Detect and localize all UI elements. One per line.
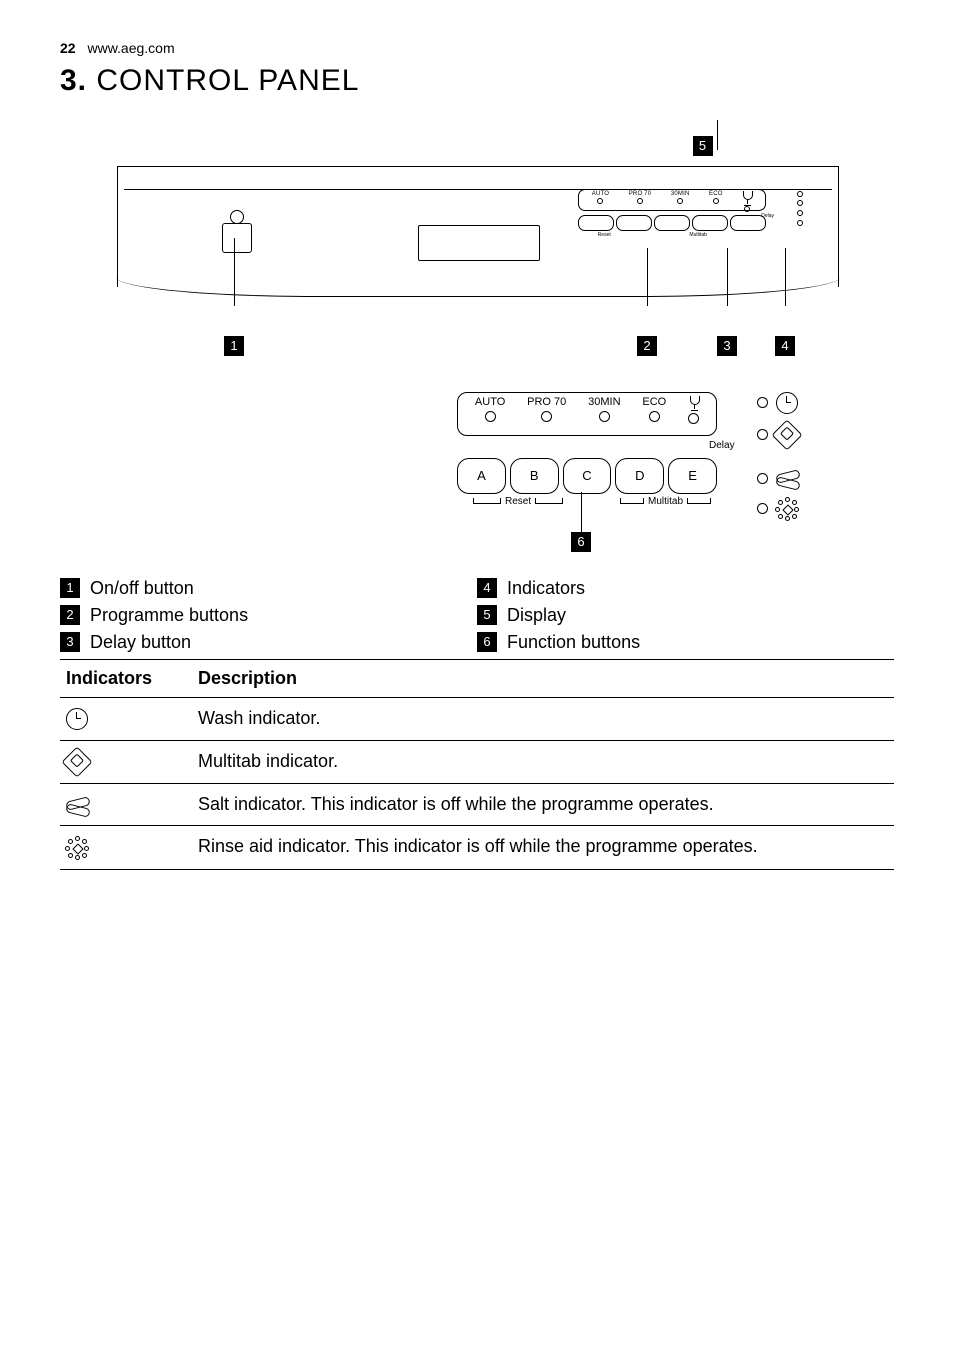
th-description: Description bbox=[192, 659, 894, 697]
site-url: www.aeg.com bbox=[87, 40, 174, 56]
callout-3: 3 bbox=[717, 336, 737, 356]
clock-icon bbox=[776, 392, 798, 414]
callout-1: 1 bbox=[224, 336, 244, 356]
row-salt: Salt indicator. This indicator is off wh… bbox=[192, 784, 894, 826]
multitab-label: Multitab bbox=[648, 496, 683, 507]
section-name: CONTROL PANEL bbox=[96, 64, 359, 97]
prog-auto: AUTO bbox=[475, 396, 505, 408]
legend-5: Display bbox=[507, 605, 566, 626]
rinse-icon bbox=[776, 498, 798, 520]
prog-30min: 30MIN bbox=[588, 396, 620, 408]
function-buttons-row: A B C D E bbox=[457, 458, 717, 494]
fn-a: A bbox=[457, 458, 506, 494]
delay-label-small: Delay bbox=[761, 213, 774, 219]
delay-label: Delay bbox=[709, 440, 735, 451]
reset-label: Reset bbox=[505, 496, 531, 507]
manual-page: 22 www.aeg.com 3. CONTROL PANEL 5 AUTO P… bbox=[0, 0, 954, 1352]
fn-d: D bbox=[615, 458, 664, 494]
indicator-column bbox=[757, 392, 837, 520]
glass-icon bbox=[689, 396, 699, 410]
section-number: 3. bbox=[60, 64, 87, 97]
legend-6: Function buttons bbox=[507, 632, 640, 653]
th-indicators: Indicators bbox=[60, 659, 192, 697]
callout-5: 5 bbox=[693, 136, 713, 156]
page-number: 22 bbox=[60, 40, 76, 56]
programme-strip-small: AUTO PRO 70 30MIN ECO ResetMultitab Dela… bbox=[578, 189, 766, 249]
fn-e: E bbox=[668, 458, 717, 494]
prog-eco: ECO bbox=[642, 396, 666, 408]
programme-area-enlarged: AUTO PRO 70 30MIN ECO Delay A B C D E Re… bbox=[457, 392, 837, 562]
legend-2: Programme buttons bbox=[90, 605, 248, 626]
clock-icon bbox=[66, 708, 88, 730]
indicator-lights-small bbox=[797, 191, 806, 226]
rinse-icon bbox=[66, 837, 88, 859]
callout-2: 2 bbox=[637, 336, 657, 356]
multitab-icon bbox=[61, 747, 92, 778]
section-title: 3. CONTROL PANEL bbox=[60, 64, 894, 98]
multitab-icon bbox=[771, 419, 802, 450]
row-multitab: Multitab indicator. bbox=[192, 741, 894, 784]
legend-3: Delay button bbox=[90, 632, 191, 653]
callout-6: 6 bbox=[571, 532, 591, 552]
legend-4: Indicators bbox=[507, 578, 585, 599]
indicators-table: Indicators Description Wash indicator. M… bbox=[60, 659, 894, 870]
legend-1: On/off button bbox=[90, 578, 194, 599]
dishwasher-panel-outline: AUTO PRO 70 30MIN ECO ResetMultitab Dela… bbox=[117, 166, 839, 287]
salt-icon bbox=[66, 797, 88, 815]
fn-b: B bbox=[510, 458, 559, 494]
programme-row: AUTO PRO 70 30MIN ECO bbox=[457, 392, 717, 436]
running-header: 22 www.aeg.com bbox=[60, 40, 894, 56]
panel-figure: 5 AUTO PRO 70 30MIN ECO bbox=[117, 120, 837, 562]
display-graphic bbox=[418, 225, 540, 261]
row-rinse: Rinse aid indicator. This indicator is o… bbox=[192, 826, 894, 869]
row-wash: Wash indicator. bbox=[192, 697, 894, 740]
onoff-button-graphic bbox=[222, 223, 252, 253]
salt-icon bbox=[776, 470, 798, 488]
callout-4: 4 bbox=[775, 336, 795, 356]
callout-legend: 1On/off button 2Programme buttons 3Delay… bbox=[60, 578, 894, 653]
prog-pro70: PRO 70 bbox=[527, 396, 566, 408]
fn-c: C bbox=[563, 458, 612, 494]
